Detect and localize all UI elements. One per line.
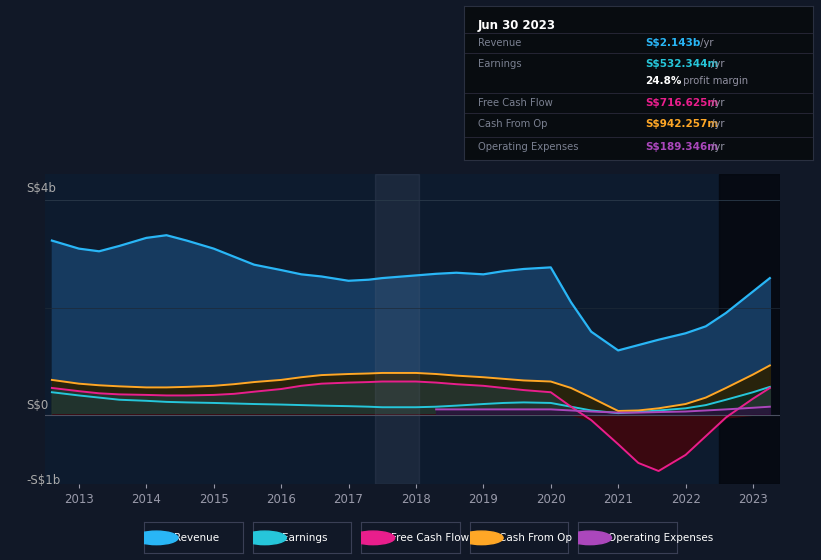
Circle shape (460, 531, 503, 545)
Text: Earnings: Earnings (282, 533, 328, 543)
Text: /yr: /yr (708, 142, 725, 152)
Text: S$532.344m: S$532.344m (645, 59, 718, 69)
Bar (719, 174, 780, 484)
Text: /yr: /yr (697, 38, 713, 48)
Text: Earnings: Earnings (478, 59, 521, 69)
Text: Revenue: Revenue (174, 533, 219, 543)
Text: 24.8%: 24.8% (645, 76, 681, 86)
Circle shape (243, 531, 287, 545)
Text: profit margin: profit margin (680, 76, 748, 86)
Text: Revenue: Revenue (478, 38, 521, 48)
Text: /yr: /yr (708, 119, 725, 129)
Text: Operating Expenses: Operating Expenses (478, 142, 578, 152)
Circle shape (135, 531, 178, 545)
Text: S$189.346m: S$189.346m (645, 142, 718, 152)
Text: Free Cash Flow: Free Cash Flow (478, 97, 553, 108)
Text: Cash From Op: Cash From Op (499, 533, 572, 543)
Circle shape (351, 531, 395, 545)
Text: Operating Expenses: Operating Expenses (608, 533, 713, 543)
Text: /yr: /yr (708, 97, 725, 108)
Text: S$942.257m: S$942.257m (645, 119, 718, 129)
Text: S$4b: S$4b (26, 182, 56, 195)
Bar (375, 174, 420, 484)
Text: -S$1b: -S$1b (26, 474, 61, 487)
Text: Free Cash Flow: Free Cash Flow (391, 533, 469, 543)
Text: S$716.625m: S$716.625m (645, 97, 718, 108)
Text: Jun 30 2023: Jun 30 2023 (478, 20, 556, 32)
Text: /yr: /yr (708, 59, 725, 69)
Text: S$0: S$0 (26, 399, 48, 412)
Text: Cash From Op: Cash From Op (478, 119, 548, 129)
Circle shape (568, 531, 612, 545)
Text: S$2.143b: S$2.143b (645, 38, 700, 48)
